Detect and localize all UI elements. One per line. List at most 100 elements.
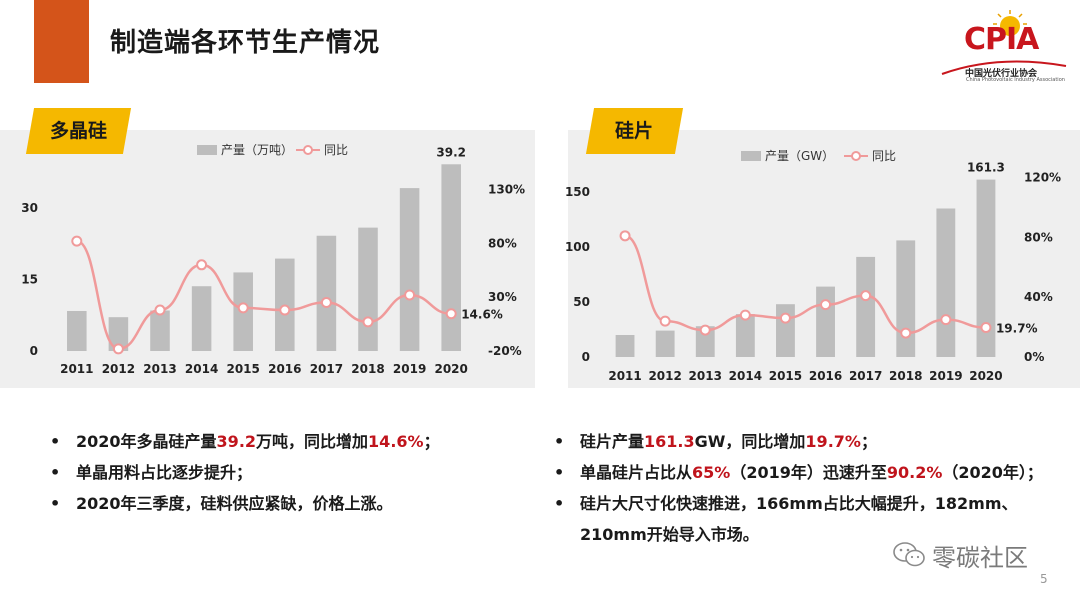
yoy-point bbox=[196, 259, 208, 271]
bar bbox=[399, 188, 420, 351]
legend-bar-swatch bbox=[741, 151, 761, 161]
x-tick-label: 2012 bbox=[648, 369, 681, 383]
bar-data-label: 39.2 bbox=[436, 145, 466, 159]
y-right-tick: 0% bbox=[1024, 350, 1044, 364]
x-tick-label: 2011 bbox=[60, 362, 93, 376]
logo-subtitle-en: China Photovoltaic Industry Association bbox=[966, 77, 1065, 83]
bullet-item: • 单晶用料占比逐步提升； bbox=[50, 457, 510, 488]
cpia-logo-icon bbox=[941, 10, 1067, 75]
bullet-dot: • bbox=[50, 463, 61, 482]
x-tick-label: 2019 bbox=[393, 362, 426, 376]
y-left-tick: 50 bbox=[573, 295, 590, 309]
bullet-highlight: 161.3 bbox=[644, 432, 695, 451]
y-right-tick: 80% bbox=[1024, 230, 1053, 244]
x-tick-label: 2014 bbox=[729, 369, 762, 383]
yoy-line bbox=[624, 234, 986, 335]
x-tick-label: 2014 bbox=[185, 362, 218, 376]
yoy-point bbox=[279, 304, 291, 316]
bullet-highlight: 19.7% bbox=[805, 432, 861, 451]
wafer-bullets: • 硅片产量161.3GW，同比增加19.7%； • 单晶硅片占比从65%（2019年… bbox=[554, 426, 1054, 550]
y-left-tick: 150 bbox=[565, 185, 590, 199]
y-right-tick: 40% bbox=[1024, 290, 1053, 304]
x-tick-label: 2011 bbox=[608, 369, 641, 383]
bullet-item: • 2020年多晶硅产量39.2万吨，同比增加14.6%； bbox=[50, 426, 510, 457]
bullet-text: 2020年多晶硅产量 bbox=[76, 432, 217, 451]
x-tick-label: 2017 bbox=[310, 362, 343, 376]
bar bbox=[936, 208, 956, 357]
x-tick-label: 2016 bbox=[268, 362, 301, 376]
bullet-text: ； bbox=[423, 432, 440, 451]
bullet-text: ； bbox=[860, 432, 877, 451]
x-tick-label: 2013 bbox=[689, 369, 722, 383]
page-number: 5 bbox=[1040, 572, 1048, 586]
bar bbox=[816, 286, 835, 357]
bullet-item: 210mm开始导入市场。 bbox=[554, 519, 1054, 550]
x-tick-label: 2013 bbox=[143, 362, 176, 376]
legend-bar-label: 产量（GW） bbox=[765, 149, 834, 163]
logo-subtitle-cn: 中国光伏行业协会 bbox=[965, 69, 1038, 79]
yoy-point bbox=[820, 299, 832, 311]
yoy-point bbox=[739, 309, 751, 321]
yoy-point bbox=[154, 304, 166, 316]
polysilicon-bullets: • 2020年多晶硅产量39.2万吨，同比增加14.6%； • 单晶用料占比逐步提升；… bbox=[50, 426, 510, 519]
bullet-text: 万吨，同比增加 bbox=[256, 432, 369, 451]
bullet-highlight: 90.2% bbox=[886, 463, 943, 482]
legend-bar-label: 产量（万吨） bbox=[221, 143, 293, 157]
bullet-dot: • bbox=[50, 432, 61, 451]
yoy-point bbox=[404, 289, 416, 301]
x-tick-label: 2017 bbox=[849, 369, 882, 383]
x-tick-label: 2018 bbox=[889, 369, 922, 383]
x-tick-label: 2020 bbox=[969, 369, 1002, 383]
legend-line-label: 同比 bbox=[872, 149, 896, 163]
line-data-label: 19.7% bbox=[996, 322, 1038, 336]
y-left-tick: 30 bbox=[21, 201, 38, 215]
yoy-point bbox=[237, 302, 249, 314]
bar bbox=[316, 235, 337, 351]
y-right-tick: 130% bbox=[488, 182, 525, 196]
bar bbox=[441, 164, 461, 351]
bullet-dot: • bbox=[554, 494, 565, 513]
bar bbox=[67, 310, 87, 351]
line-data-label: 14.6% bbox=[461, 308, 503, 322]
bullet-text: GW，同比增加 bbox=[694, 432, 806, 451]
x-tick-label: 2019 bbox=[929, 369, 962, 383]
bar bbox=[896, 240, 916, 357]
page-title: 制造端各环节生产情况 bbox=[110, 28, 381, 58]
bullet-item: • 单晶硅片占比从65%（2019年）迅速升至90.2%（2020年）； bbox=[554, 457, 1054, 488]
yoy-point bbox=[779, 312, 791, 324]
yoy-point bbox=[71, 235, 83, 247]
bullet-text: （2019年）迅速升至 bbox=[730, 463, 887, 482]
bar bbox=[150, 310, 170, 351]
bar bbox=[358, 227, 378, 351]
watermark-label: 零碳社区 bbox=[932, 544, 1028, 572]
yoy-line bbox=[76, 239, 452, 351]
yoy-point bbox=[980, 322, 992, 334]
bullet-item: • 硅片大尺寸化快速推进，166mm占比大幅提升，182mm、 bbox=[554, 488, 1054, 519]
bullet-text: （2020年）； bbox=[942, 463, 1043, 482]
y-left-tick: 15 bbox=[21, 273, 38, 287]
y-left-tick: 0 bbox=[582, 350, 590, 364]
bar bbox=[776, 304, 795, 357]
yoy-point bbox=[445, 308, 457, 320]
x-tick-label: 2018 bbox=[351, 362, 384, 376]
x-tick-label: 2015 bbox=[769, 369, 802, 383]
y-right-tick: -20% bbox=[488, 344, 522, 358]
bullet-highlight: 65% bbox=[692, 463, 731, 482]
x-tick-label: 2012 bbox=[102, 362, 135, 376]
yoy-point bbox=[860, 290, 872, 302]
title-accent-bar bbox=[34, 0, 89, 83]
x-tick-label: 2016 bbox=[809, 369, 842, 383]
bullet-text: 硅片产量 bbox=[580, 432, 645, 451]
bar bbox=[655, 330, 675, 357]
bullet-item: • 硅片产量161.3GW，同比增加19.7%； bbox=[554, 426, 1054, 457]
yoy-point bbox=[320, 297, 332, 309]
legend-line-marker bbox=[303, 145, 313, 155]
x-tick-label: 2015 bbox=[226, 362, 259, 376]
bar bbox=[976, 179, 996, 357]
bullet-dot: • bbox=[554, 432, 565, 451]
yoy-point bbox=[699, 324, 711, 336]
yoy-point bbox=[900, 327, 912, 339]
legend-line-marker bbox=[851, 151, 861, 161]
wafer-chart: 产量（GW） 同比 0 50 100 150 0% 40% 80% 120% 2011 2012 201… bbox=[565, 149, 1061, 383]
bullet-highlight: 39.2 bbox=[216, 432, 257, 451]
